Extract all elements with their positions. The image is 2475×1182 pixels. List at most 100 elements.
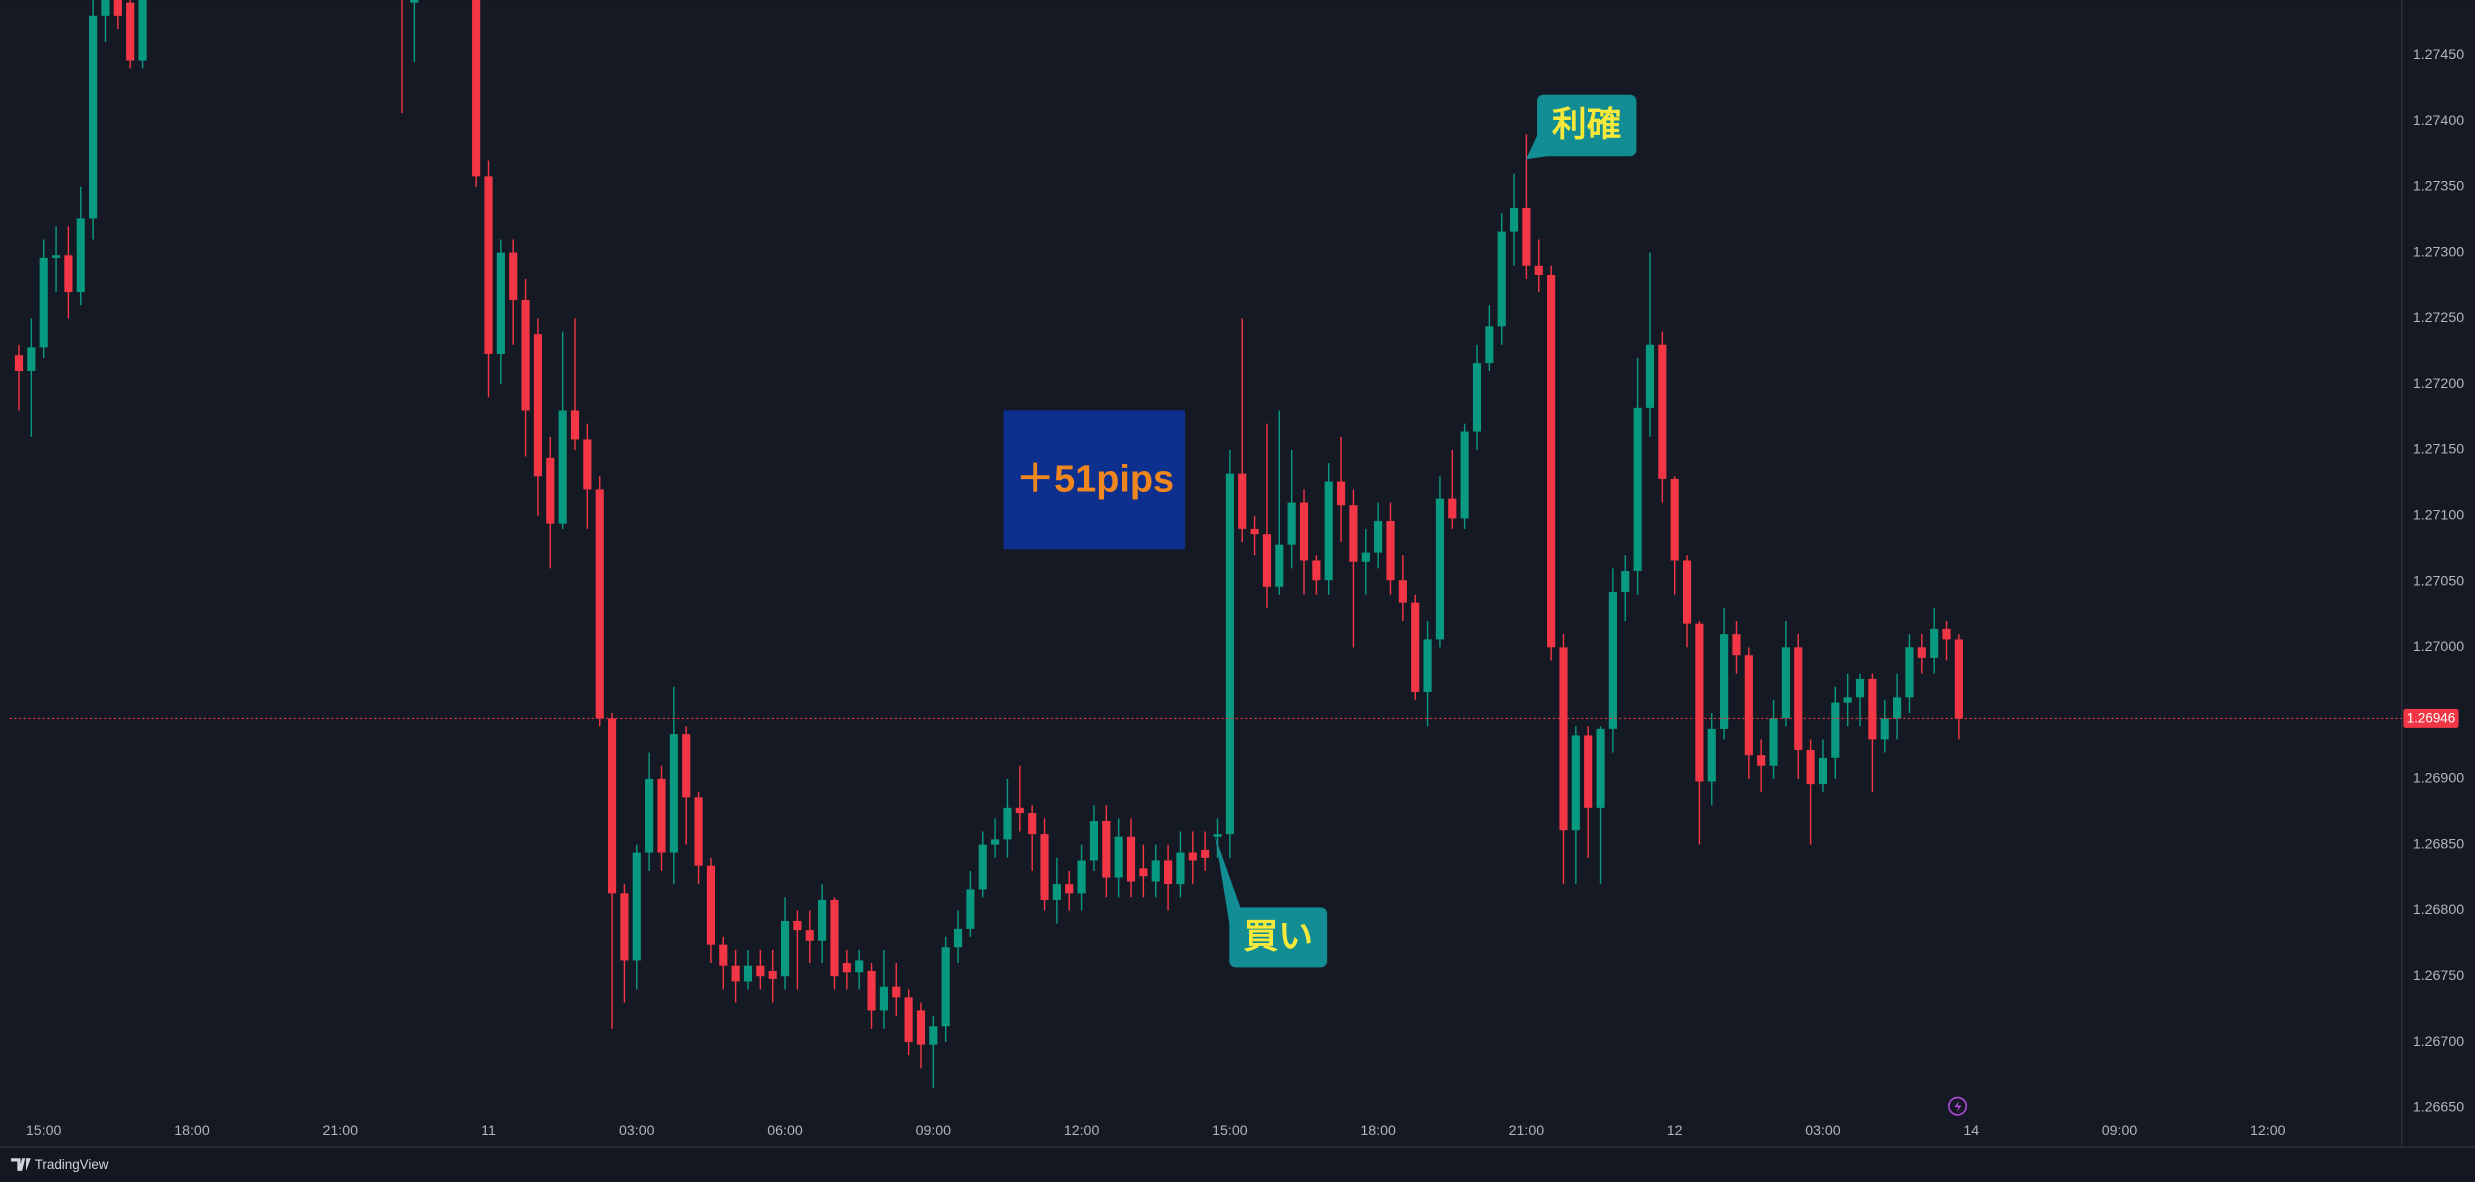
y-tick-label: 1.26700 [2413, 1034, 2464, 1050]
candle-body [1806, 749, 1815, 785]
candle-body [1188, 852, 1197, 861]
candle-body [768, 970, 777, 979]
candle-body [1225, 473, 1234, 835]
candle-body [1448, 498, 1457, 519]
callout-text: 買い [1244, 918, 1313, 956]
candle-body [620, 893, 629, 961]
candle-body [669, 734, 678, 853]
candles [14, 0, 1963, 1089]
y-tick-label: 1.26850 [2413, 836, 2464, 852]
x-tick-label: 15:00 [26, 1123, 62, 1139]
candle-body [632, 852, 641, 961]
y-tick-label: 1.26650 [2413, 1100, 2464, 1116]
last-price-box [2403, 708, 2459, 728]
candle-body [1917, 647, 1926, 658]
candle-body [1324, 481, 1333, 581]
candle-body [929, 1026, 938, 1045]
candle-body [1460, 431, 1469, 519]
candle-body [645, 778, 654, 853]
candle-body [1361, 552, 1370, 562]
y-tick-label: 1.27450 [2413, 47, 2464, 63]
callout: 買い [1215, 836, 1328, 968]
candle-body [1868, 678, 1877, 740]
candle-body [916, 1010, 926, 1045]
pips-text: ＋51pips [1016, 458, 1174, 500]
x-tick-label: 21:00 [322, 1123, 358, 1139]
x-tick-label: 21:00 [1509, 1123, 1545, 1139]
candle-body [904, 997, 913, 1043]
x-tick-label: 14 [1963, 1123, 1979, 1139]
candle-body [1757, 755, 1766, 766]
candle-body [533, 334, 543, 477]
x-tick-label: 09:00 [916, 1123, 952, 1139]
candle-body [1201, 849, 1210, 858]
callout-box [1229, 907, 1328, 968]
x-tick-label: 03:00 [619, 1123, 655, 1139]
y-tick-label: 1.26900 [2413, 771, 2464, 787]
candle-body [780, 920, 790, 977]
candle-body [14, 355, 24, 372]
candle-body [1349, 505, 1358, 562]
candle-body [805, 930, 814, 941]
candle-body [1003, 807, 1012, 840]
candle-body [64, 255, 73, 293]
y-tick-label: 1.27250 [2413, 310, 2464, 326]
candle-body [1336, 481, 1346, 506]
candle-body [1596, 728, 1605, 808]
candle-body [1398, 580, 1407, 603]
candle-body [1250, 528, 1259, 535]
y-tick-label: 1.26800 [2413, 902, 2464, 918]
candle-body [1164, 860, 1173, 885]
candle-body [694, 797, 703, 866]
candle-body [1695, 623, 1704, 782]
candle-body [1312, 560, 1321, 581]
candle-body [595, 489, 604, 719]
candle-body [706, 865, 715, 945]
candle-body [1238, 473, 1247, 529]
x-tick-label: 12 [1667, 1123, 1683, 1139]
alert-bolt [1954, 1100, 1962, 1112]
alert-circle [1948, 1096, 1968, 1116]
candle-body [657, 778, 666, 853]
candle-body [521, 299, 530, 411]
candle-body [1040, 834, 1049, 900]
candle-body [27, 347, 36, 372]
candle-body [1720, 634, 1729, 729]
candle-body [484, 176, 493, 354]
candle-body [793, 920, 802, 931]
x-tick-label: 09:00 [2102, 1123, 2138, 1139]
footer [0, 1147, 2475, 1182]
y-tick-label: 1.27050 [2413, 573, 2464, 589]
candle-body [1386, 521, 1395, 581]
candle-body [682, 734, 691, 798]
candle-body [719, 944, 728, 966]
candle-body [1769, 718, 1778, 766]
candle-body [1275, 544, 1284, 587]
candle-body [1547, 274, 1556, 648]
x-tick-label: 18:00 [1360, 1123, 1396, 1139]
y-tick-label: 1.27150 [2413, 442, 2464, 458]
callout-pointer [1215, 836, 1241, 924]
candle-body [1534, 265, 1543, 275]
candle-body [1658, 344, 1667, 479]
candle-body [879, 986, 888, 1011]
y-tick-label: 1.26750 [2413, 968, 2464, 984]
logo: TradingView [11, 1157, 109, 1172]
candle-body [1794, 647, 1803, 750]
candle-body [1065, 884, 1074, 894]
candle-body [830, 899, 839, 977]
candle-body [1781, 647, 1790, 719]
y-tick-label: 1.27200 [2413, 376, 2464, 392]
candle-body [138, 0, 147, 61]
candle-body [1423, 639, 1432, 693]
candle-body [76, 218, 85, 293]
candle-body [496, 252, 505, 354]
candle-body [1571, 735, 1580, 831]
candle-body [1942, 628, 1951, 640]
candle-body [1818, 757, 1828, 785]
candle-body [1114, 836, 1123, 878]
candle-body [756, 965, 765, 977]
candle-body [1954, 639, 1963, 719]
candle-body [1682, 560, 1692, 624]
candle-body [1855, 678, 1865, 698]
